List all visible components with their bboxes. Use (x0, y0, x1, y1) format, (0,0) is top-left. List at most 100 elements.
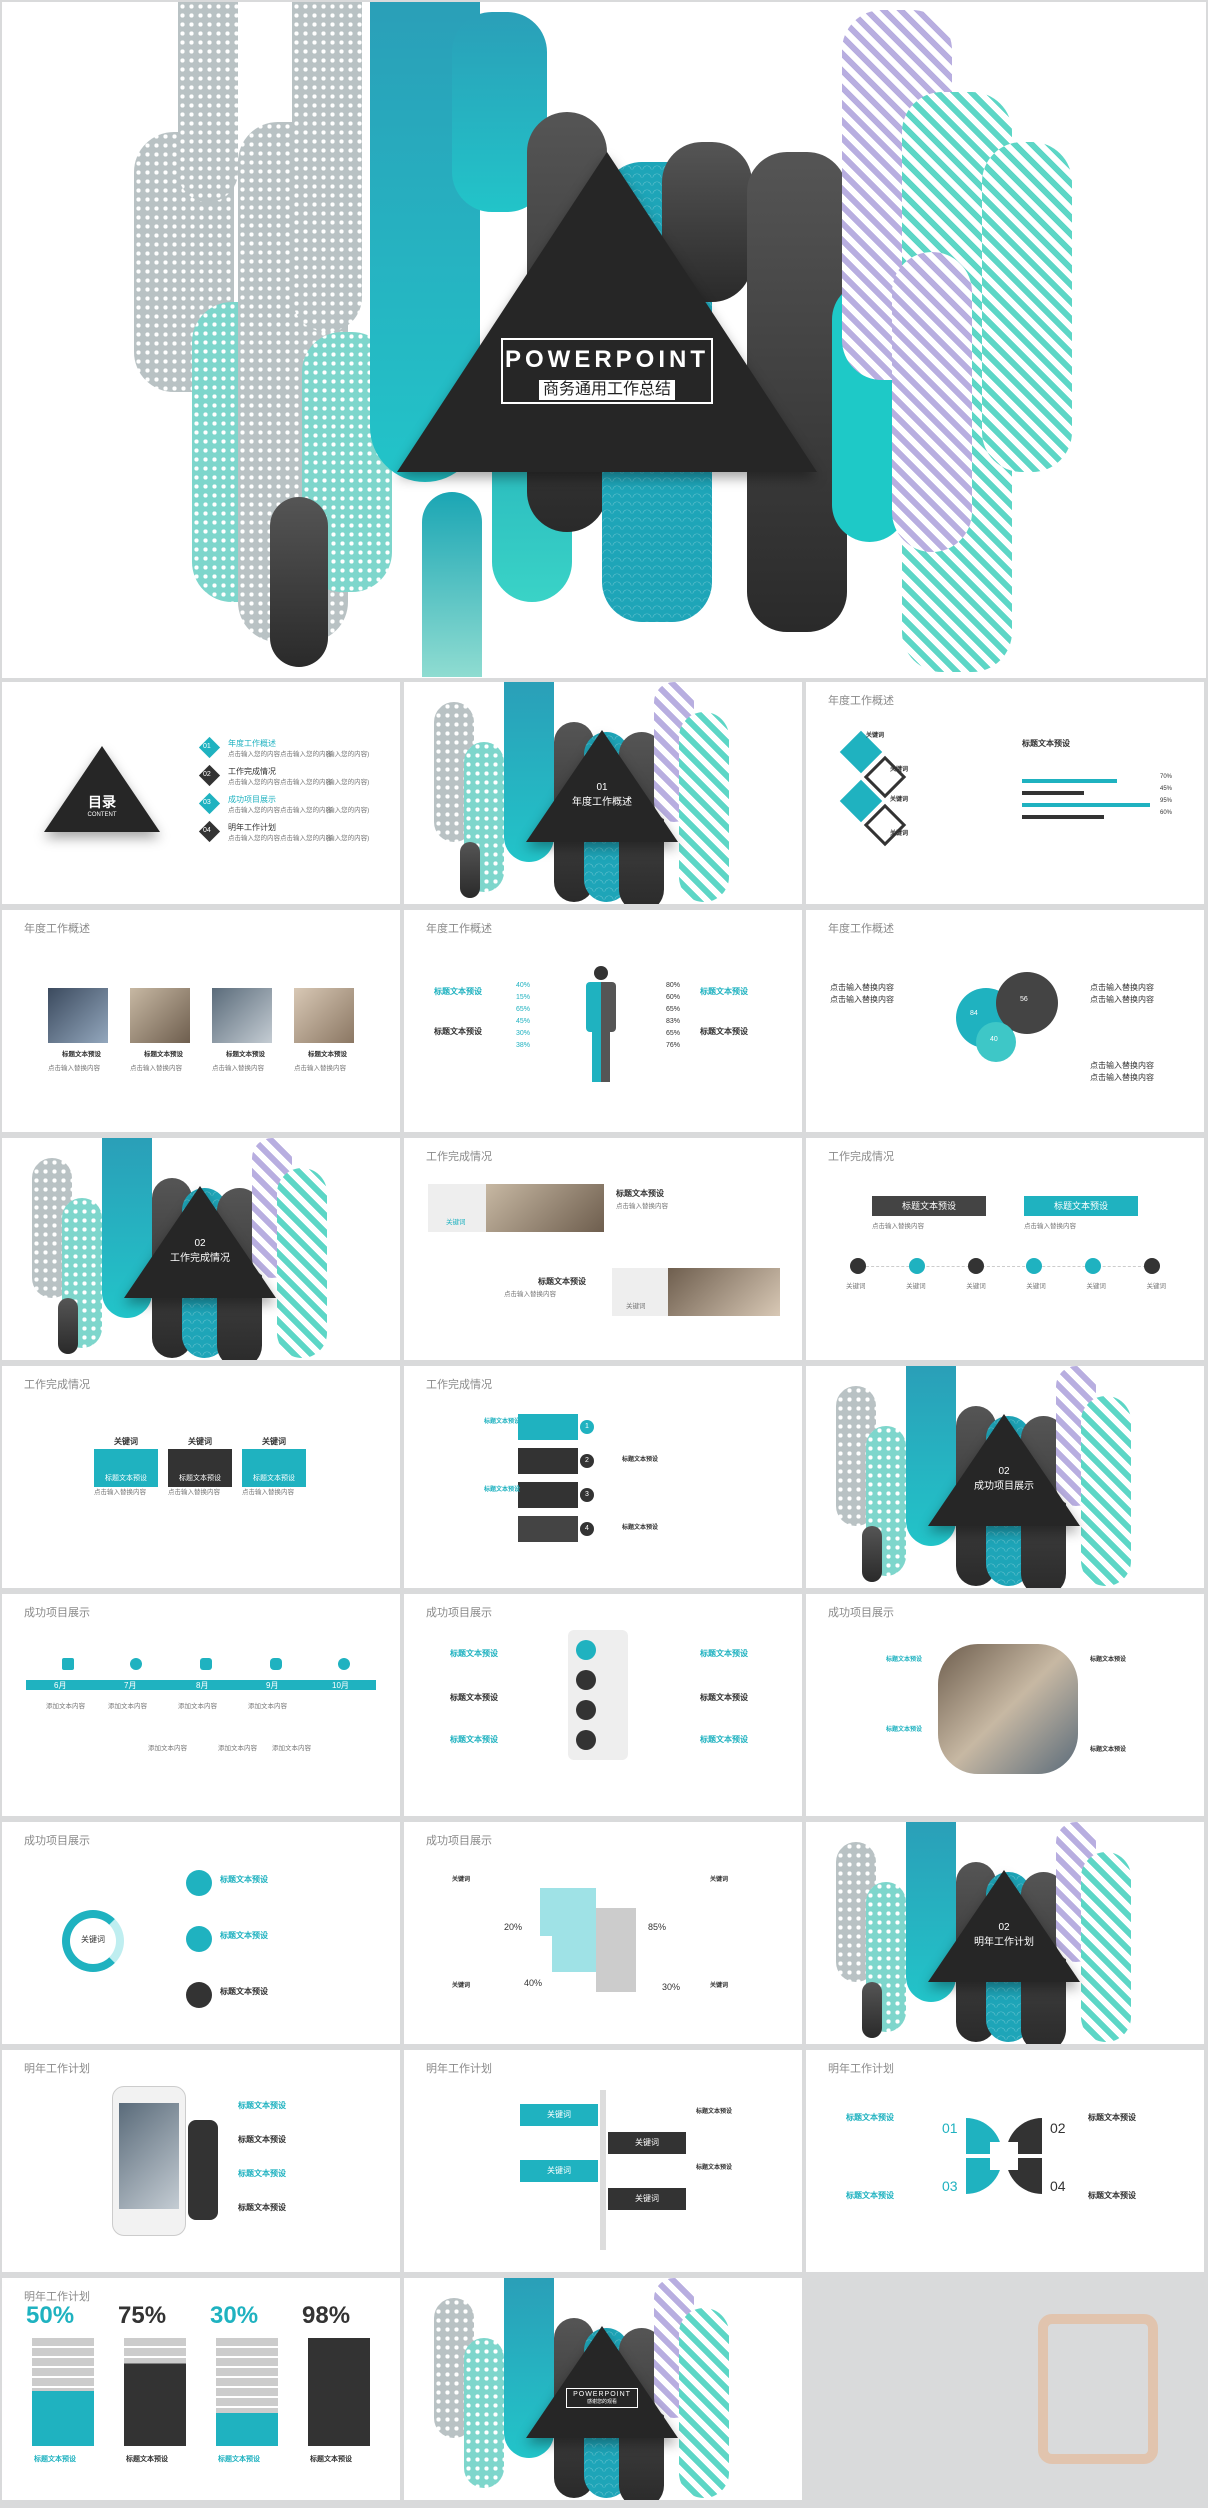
percent-blocks-slide[interactable]: 成功项目展示 20% 85% 40% 30% 关键词 关键词 关键词 关键词 (404, 1822, 802, 2044)
slide-title: 年度工作概述 (426, 923, 492, 935)
circle-icon (186, 1982, 212, 2008)
toc-heading: 目录 (88, 794, 116, 810)
paper-plane-icon (428, 1184, 486, 1232)
sign-keyword: 关键词 (520, 2104, 598, 2126)
photo (212, 988, 272, 1043)
section-slide-04[interactable]: 02 明年工作计划 (806, 1822, 1204, 2044)
empty-slot (806, 2278, 1204, 2500)
photo-collage (938, 1644, 1078, 1774)
toc-heading-en: CONTENT (87, 812, 117, 818)
person-icon (586, 966, 616, 1086)
done-keywords-slide[interactable]: 工作完成情况 关键词 标题文本预设 关键词 标题文本预设 关键词 标题文本预设 … (2, 1366, 400, 1588)
bar-list: 70% 45% 95% 60% (1022, 774, 1172, 822)
sign-keyword: 关键词 (608, 2188, 686, 2210)
photo (130, 988, 190, 1043)
step-keywords: 关键词 关键词 关键词 关键词 关键词 关键词 (846, 1283, 1166, 1290)
waffle-value: 75% (118, 2302, 167, 2329)
panel-heading: 标题文本预设 (1022, 739, 1070, 748)
section-slide-01[interactable]: 01 年度工作概述 (404, 682, 802, 904)
arrow-block (518, 1516, 578, 1542)
donut-keyword-slide[interactable]: 成功项目展示 关键词 标题文本预设 标题文本预设 标题文本预设 (2, 1822, 400, 2044)
slide-title: 年度工作概述 (24, 923, 90, 935)
annual-bars-slide[interactable]: 年度工作概述 关键词 关键词 关键词 关键词 标题文本预设 70% 45% 95… (806, 682, 1204, 904)
dotted-grey-shape (292, 2, 362, 332)
slide-title: 工作完成情况 (426, 1151, 492, 1163)
section-label: 成功项目展示 (974, 1481, 1034, 1492)
done-steps-slide[interactable]: 工作完成情况 标题文本预设 标题文本预设 点击输入替换内容 点击输入替换内容 关… (806, 1138, 1204, 1360)
photo (486, 1184, 604, 1232)
four-arrows-slide[interactable]: 明年工作计划 01 02 03 04 标题文本预设 标题文本预设 标题文本预设 … (806, 2050, 1204, 2272)
cover-title-box: POWERPOINT 商务通用工作总结 (501, 338, 713, 404)
toc-item[interactable]: 01 年度工作概述 点击输入您的内容点击输入您的内容 (输入您的内容) (198, 736, 392, 766)
toc-item[interactable]: 04 明年工作计划 点击输入您的内容点击输入您的内容 (输入您的内容) (198, 820, 392, 850)
progress-bar (1022, 803, 1150, 807)
android-icon (200, 1658, 212, 1670)
timeline-bar (26, 1680, 376, 1690)
slide-title: 工作完成情况 (828, 1151, 894, 1163)
photo-collage-slide[interactable]: 成功项目展示 标题文本预设 标题文本预设 标题文本预设 标题文本预设 (806, 1594, 1204, 1816)
annual-photos-slide[interactable]: 年度工作概述 标题文本预设 标题文本预设 标题文本预设 标题文本预设 点击输入替… (2, 910, 400, 1132)
numbered-arrows-slide[interactable]: 工作完成情况 1 2 3 4 标题文本预设 标题文本预设 标题文本预设 标题文本… (404, 1366, 802, 1588)
toc-list: 01 年度工作概述 点击输入您的内容点击输入您的内容 (输入您的内容) 02 工… (198, 736, 392, 850)
slide-title: 明年工作计划 (828, 2063, 894, 2075)
section-label: 工作完成情况 (170, 1253, 230, 1264)
toc-slide[interactable]: 目录 CONTENT 01 年度工作概述 点击输入您的内容点击输入您的内容 (输… (2, 682, 400, 904)
teal-heading-box: 标题文本预设 (1024, 1196, 1138, 1216)
arrow-block (518, 1482, 578, 1508)
slide-title: 工作完成情况 (24, 1379, 90, 1391)
person-chart-slide[interactable]: 年度工作概述 标题文本预设 标题文本预设 标题文本预设 标题文本预设 40% 15… (404, 910, 802, 1132)
section-num: 02 (998, 1466, 1010, 1477)
waffle-grid (124, 2336, 186, 2446)
monitor-icon (62, 1658, 74, 1670)
section-num: 02 (998, 1922, 1010, 1933)
slide-title: 成功项目展示 (828, 1607, 894, 1619)
chart-icon (990, 2142, 1018, 2170)
arrow-block (518, 1414, 578, 1440)
end-slide[interactable]: POWERPOINT 感谢您的观看 (404, 2278, 802, 2500)
section-num: 01 (596, 782, 608, 793)
circles-slide[interactable]: 年度工作概述 84 56 40 点击输入替换内容 点击输入替换内容 点击输入替换… (806, 910, 1204, 1132)
waffle-value: 30% (210, 2302, 259, 2329)
progress-bar (1022, 815, 1104, 819)
left-values: 40% 15% 65% 45% 30% 38% (516, 982, 531, 1049)
cover-slide[interactable]: POWERPOINT 商务通用工作总结 (2, 2, 1206, 678)
phone-mockup-slide[interactable]: 明年工作计划 标题文本预设 标题文本预设 标题文本预设 标题文本预设 (2, 2050, 400, 2272)
photo (294, 988, 354, 1043)
section-slide-03[interactable]: 02 成功项目展示 (806, 1366, 1204, 1588)
timeline-slide[interactable]: 成功项目展示 6月 7月 8月 9月 10月 添加文本内容 添加文本内容 添加文… (2, 1594, 400, 1816)
sign-keyword: 关键词 (608, 2132, 686, 2154)
slide-title: 成功项目展示 (24, 1607, 90, 1619)
end-title: POWERPOINT (573, 2391, 631, 2398)
signpost-slide[interactable]: 明年工作计划 关键词 关键词 关键词 关键词 标题文本预设 标题文本预设 (404, 2050, 802, 2272)
waffle-grid (308, 2336, 370, 2446)
dark-heading-box: 标题文本预设 (872, 1196, 986, 1216)
right-values: 80% 60% 65% 83% 65% 76% (666, 982, 681, 1049)
section-label: 明年工作计划 (974, 1937, 1034, 1948)
circle-chart (976, 1022, 1016, 1062)
traffic-light-slide[interactable]: 成功项目展示 标题文本预设 标题文本预设 标题文本预设 标题文本预设 标题文本预… (404, 1594, 802, 1816)
striped-purple-shape (892, 252, 972, 552)
phone-back (188, 2120, 218, 2220)
sign-pole (600, 2090, 606, 2250)
toc-item[interactable]: 02 工作完成情况 点击输入您的内容点击输入您的内容 (输入您的内容) (198, 764, 392, 794)
slide-title: 明年工作计划 (24, 2291, 90, 2303)
circle-icon (186, 1870, 212, 1896)
slide-title: 成功项目展示 (24, 1835, 90, 1847)
striped-teal-shape (982, 142, 1072, 472)
globe-icon (338, 1658, 350, 1670)
user-icon (130, 1658, 142, 1670)
dotted-grey-shape (178, 2, 238, 202)
slide-title: 工作完成情况 (426, 1379, 492, 1391)
waffle-grid (32, 2336, 94, 2446)
slide-title: 明年工作计划 (426, 2063, 492, 2075)
arrow-block (518, 1448, 578, 1474)
toc-item[interactable]: 03 成功项目展示 点击输入您的内容点击输入您的内容 (输入您的内容) (198, 792, 392, 822)
section-label: 年度工作概述 (572, 797, 632, 808)
section-slide-02[interactable]: 02 工作完成情况 (2, 1138, 400, 1360)
keyword-card: 关键词 标题文本预设 (168, 1436, 232, 1487)
keyword-card: 关键词 标题文本预设 (94, 1436, 158, 1487)
teal-shape (422, 492, 482, 677)
waffle-slide[interactable]: 明年工作计划 50% 75% 30% 98% 标题文本预设 标题文本预设 标题文… (2, 2278, 400, 2500)
progress-bar (1022, 779, 1117, 783)
done-photos-slide[interactable]: 工作完成情况 关键词 标题文本预设 点击输入替换内容 标题文本预设 点击输入替换… (404, 1138, 802, 1360)
